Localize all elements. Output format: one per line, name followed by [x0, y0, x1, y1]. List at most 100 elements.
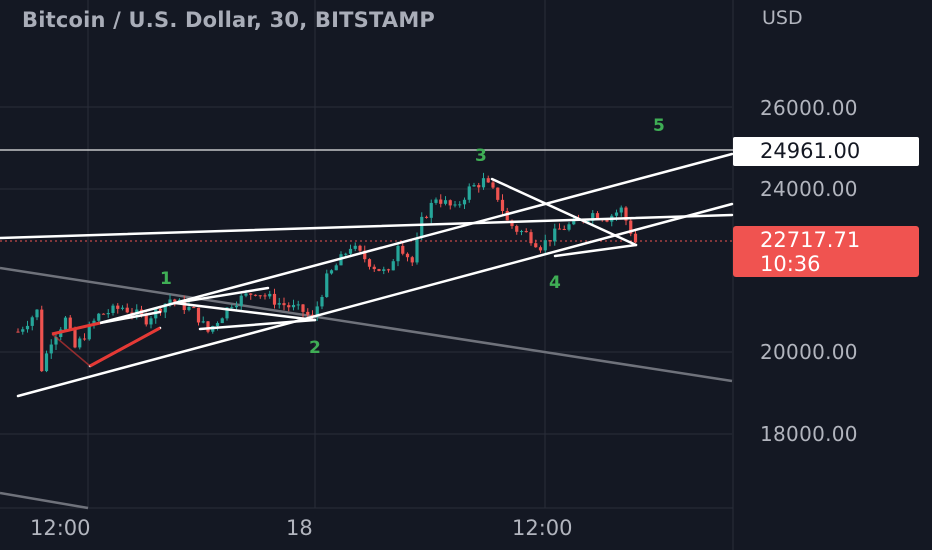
candle-body-0 [16, 331, 20, 333]
candle-body-16 [92, 320, 96, 325]
candle-body-113 [553, 228, 557, 242]
candle-body-43 [220, 318, 224, 324]
candle-body-66 [329, 270, 334, 274]
candle-body-96 [472, 185, 476, 187]
candle-body-7 [49, 344, 53, 354]
candle-body-14 [82, 338, 87, 340]
time-tick-1200-b: 12:00 [512, 516, 573, 540]
candle-body-112 [548, 240, 552, 242]
candle-body-61 [306, 311, 310, 315]
candle-body-47 [239, 295, 243, 306]
candle-body-102 [500, 199, 505, 211]
candle-body-130 [633, 233, 638, 243]
candle-body-106 [519, 231, 524, 233]
wave1-triangle-bottom [198, 318, 317, 331]
candle-body-122 [595, 213, 600, 220]
candle-body-120 [586, 220, 590, 222]
candle-body-70 [348, 248, 353, 254]
wave3-triangle-bottom [553, 243, 638, 258]
candle-body-77 [382, 269, 386, 271]
candle-body-27 [144, 314, 148, 325]
candle-body-54 [272, 293, 277, 305]
candle-body-84 [415, 237, 419, 263]
candle-body-78 [386, 269, 391, 271]
candle-body-117 [572, 218, 576, 225]
candle-body-36 [187, 307, 191, 311]
candle-body-127 [619, 207, 623, 213]
candle-body-83 [410, 257, 414, 263]
candle-body-32 [168, 299, 172, 304]
candle-body-85 [420, 216, 424, 238]
candle-body-116 [567, 224, 571, 230]
red-wedge-bottom [89, 326, 161, 368]
candle-body-3 [30, 317, 34, 326]
candle-body-50 [253, 294, 258, 296]
candle-body-53 [268, 293, 272, 297]
candle-body-56 [282, 303, 286, 306]
candle-body-101 [496, 187, 500, 200]
time-tick-1200-a: 12:00 [30, 516, 91, 540]
candle-body-121 [591, 213, 595, 221]
candle-body-79 [391, 261, 395, 271]
candle-body-72 [358, 245, 362, 251]
candle-body-20 [111, 305, 115, 313]
last-price-tag: 22717.71 10:36 [733, 226, 919, 277]
wave-label-4: 4 [549, 273, 561, 293]
price-tick-24000: 24000.00 [760, 177, 858, 201]
candle-body-126 [614, 212, 619, 216]
candle-body-18 [101, 313, 106, 315]
last-price-value: 22717.71 [760, 228, 861, 252]
candle-body-105 [515, 226, 519, 232]
candle-body-12 [73, 328, 77, 348]
candle-body-48 [244, 293, 248, 296]
candle-body-80 [396, 245, 400, 262]
candle-body-90 [443, 200, 448, 204]
candle-body-17 [97, 313, 101, 321]
candle-body-21 [116, 305, 120, 309]
currency-label: USD [762, 7, 803, 29]
candle-body-104 [510, 220, 514, 227]
candle-body-99 [486, 178, 490, 183]
candle-body-114 [557, 228, 562, 230]
candle-body-115 [562, 229, 566, 231]
time-tick-18: 18 [286, 516, 313, 540]
candle-body-86 [424, 216, 429, 218]
candle-body-82 [405, 253, 410, 258]
candle-body-6 [44, 353, 49, 372]
candle-body-45 [230, 307, 234, 309]
candle-body-89 [439, 199, 443, 204]
candle-body-110 [538, 247, 543, 251]
candle-body-95 [467, 186, 471, 200]
candle-body-38 [196, 307, 201, 323]
wave2-connector [173, 301, 317, 322]
candle-body-4 [35, 309, 39, 318]
candle-body-74 [367, 259, 372, 267]
candle-body-19 [106, 312, 110, 315]
candle-body-107 [524, 231, 528, 233]
price-tick-26000: 26000.00 [760, 96, 858, 120]
level-price-tag: 24961.00 [733, 137, 919, 166]
candle-body-98 [481, 178, 486, 188]
candle-body-30 [158, 308, 163, 313]
candle-body-51 [258, 295, 262, 297]
channel-rising-lower [16, 202, 734, 398]
gray-trendline-upper [0, 266, 733, 383]
candle-body-64 [320, 296, 324, 307]
candle-body-129 [629, 220, 633, 234]
bar-countdown: 10:36 [760, 252, 821, 276]
candle-body-128 [624, 207, 628, 221]
red-wedge-top [51, 321, 101, 336]
candle-body-5 [40, 309, 44, 372]
candle-body-58 [291, 304, 296, 308]
wave-label-1: 1 [160, 269, 172, 289]
candle-body-42 [215, 323, 220, 327]
candle-body-69 [344, 253, 348, 255]
candle-body-33 [173, 299, 177, 302]
candle-body-108 [529, 232, 533, 244]
candle-body-65 [325, 273, 329, 297]
candle-body-111 [543, 240, 547, 251]
candle-body-13 [78, 338, 82, 348]
candle-body-75 [372, 266, 376, 270]
candle-body-88 [434, 199, 438, 203]
